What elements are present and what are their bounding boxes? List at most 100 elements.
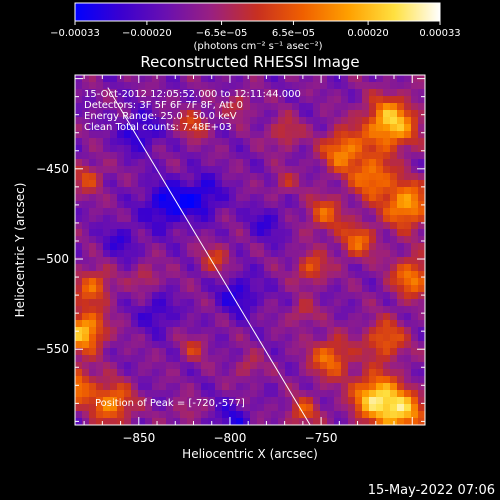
heatmap-cell: [166, 348, 174, 356]
heatmap-cell: [138, 348, 146, 356]
heatmap-cell: [320, 327, 328, 335]
heatmap-cell: [341, 264, 349, 272]
heatmap-cell: [348, 341, 356, 349]
heatmap-cell: [285, 383, 293, 391]
heatmap-cell: [173, 110, 181, 118]
heatmap-cell: [201, 397, 209, 405]
heatmap-cell: [117, 278, 125, 286]
heatmap-cell: [110, 292, 118, 300]
heatmap-cell: [152, 229, 160, 237]
heatmap-cell: [313, 271, 321, 279]
heatmap-cell: [201, 369, 209, 377]
heatmap-cell: [250, 334, 258, 342]
heatmap-cell: [236, 131, 244, 139]
heatmap-cell: [369, 299, 377, 307]
heatmap-cell: [89, 369, 97, 377]
heatmap-cell: [187, 117, 195, 125]
heatmap-cell: [159, 75, 167, 83]
heatmap-cell: [334, 236, 342, 244]
heatmap-cell: [173, 159, 181, 167]
heatmap-cell: [152, 264, 160, 272]
heatmap-cell: [397, 306, 405, 314]
heatmap-cell: [404, 250, 412, 258]
heatmap-cell: [159, 390, 167, 398]
heatmap-cell: [376, 278, 384, 286]
heatmap-cell: [348, 236, 356, 244]
heatmap-cell: [145, 376, 153, 384]
heatmap-cell: [145, 124, 153, 132]
heatmap-cell: [194, 215, 202, 223]
heatmap-cell: [236, 229, 244, 237]
heatmap-cell: [369, 320, 377, 328]
heatmap-cell: [278, 348, 286, 356]
heatmap-cell: [320, 313, 328, 321]
heatmap-cell: [180, 271, 188, 279]
heatmap-cell: [138, 383, 146, 391]
heatmap-cell: [96, 327, 104, 335]
heatmap-cell: [257, 292, 265, 300]
heatmap-cell: [131, 418, 139, 425]
heatmap-cell: [299, 313, 307, 321]
heatmap-cell: [299, 306, 307, 314]
heatmap-cell: [327, 299, 335, 307]
heatmap-cell: [201, 404, 209, 412]
heatmap-cell: [411, 152, 419, 160]
heatmap-cell: [355, 229, 363, 237]
heatmap-cell: [390, 369, 398, 377]
heatmap-cell: [320, 348, 328, 356]
heatmap-cell: [117, 369, 125, 377]
heatmap-cell: [110, 124, 118, 132]
heatmap-cell: [362, 243, 370, 251]
heatmap-cell: [222, 75, 230, 83]
heatmap-cell: [103, 348, 111, 356]
heatmap-cell: [236, 236, 244, 244]
heatmap-cell: [110, 96, 118, 104]
heatmap-cell: [250, 110, 258, 118]
heatmap-cell: [411, 327, 419, 335]
heatmap-cell: [110, 313, 118, 321]
heatmap-cell: [138, 257, 146, 265]
heatmap-cell: [292, 222, 300, 230]
heatmap-cell: [397, 397, 405, 405]
heatmap-cell: [201, 145, 209, 153]
heatmap-cell: [362, 236, 370, 244]
heatmap-cell: [96, 292, 104, 300]
heatmap-cell: [376, 376, 384, 384]
heatmap-cell: [110, 390, 118, 398]
heatmap-cell: [159, 236, 167, 244]
heatmap-cell: [418, 180, 425, 188]
heatmap-cell: [201, 236, 209, 244]
heatmap-cell: [187, 327, 195, 335]
heatmap-cell: [355, 327, 363, 335]
heatmap-cell: [82, 82, 90, 90]
heatmap-cell: [96, 348, 104, 356]
heatmap-cell: [369, 271, 377, 279]
heatmap-cell: [173, 243, 181, 251]
heatmap-cell: [383, 145, 391, 153]
heatmap-cell: [215, 376, 223, 384]
heatmap-cell: [390, 362, 398, 370]
y-axis-label: Heliocentric Y (arcsec): [13, 183, 27, 318]
heatmap-cell: [103, 306, 111, 314]
heatmap-cell: [348, 334, 356, 342]
heatmap-cell: [145, 194, 153, 202]
chart-title: Reconstructed RHESSI Image: [140, 53, 359, 71]
heatmap-cell: [124, 376, 132, 384]
heatmap-cell: [180, 243, 188, 251]
heatmap-cell: [138, 369, 146, 377]
heatmap-cell: [334, 215, 342, 223]
heatmap-cell: [306, 124, 314, 132]
heatmap-cell: [348, 215, 356, 223]
heatmap-cell: [362, 215, 370, 223]
heatmap-cell: [243, 159, 251, 167]
heatmap-cell: [103, 159, 111, 167]
heatmap-cell: [362, 180, 370, 188]
heatmap-cell: [229, 306, 237, 314]
heatmap-cell: [348, 313, 356, 321]
heatmap-cell: [292, 278, 300, 286]
heatmap-cell: [313, 264, 321, 272]
heatmap-cell: [96, 362, 104, 370]
heatmap-cell: [264, 103, 272, 111]
heatmap-cell: [187, 313, 195, 321]
heatmap-cell: [418, 222, 425, 230]
